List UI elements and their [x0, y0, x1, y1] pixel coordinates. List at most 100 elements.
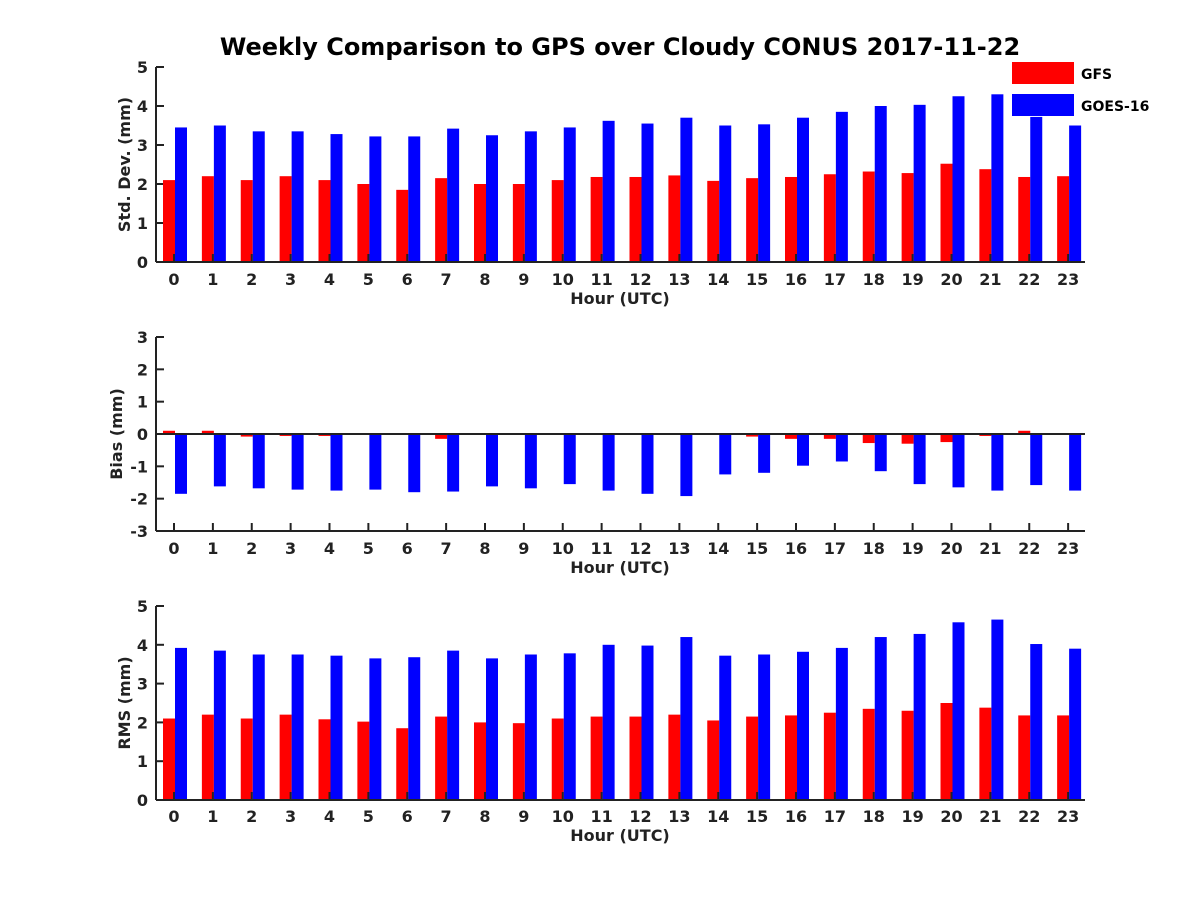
- bias-bar-goes16-17: [835, 434, 848, 462]
- std-dev-x-tick-label: 16: [785, 270, 807, 289]
- std-dev-y-tick-label: 4: [137, 97, 148, 116]
- std-dev-x-axis-label: Hour (UTC): [570, 289, 670, 308]
- rms-bar-goes16-22: [1030, 644, 1043, 800]
- std-dev-x-tick-label: 9: [518, 270, 529, 289]
- std-dev-bar-gfs-0: [163, 180, 175, 262]
- std-dev-y-tick-label: 3: [137, 136, 148, 155]
- std-dev-x-tick-label: 3: [285, 270, 296, 289]
- std-dev-bar-goes16-0: [175, 127, 187, 262]
- std-dev-bar-goes16-5: [369, 136, 382, 262]
- bias-x-tick-label: 4: [324, 539, 335, 558]
- bias-bar-goes16-16: [797, 434, 809, 466]
- bias-bar-goes16-0: [175, 434, 187, 494]
- bias-bar-goes16-15: [758, 434, 771, 473]
- bias-x-tick-label: 19: [901, 539, 923, 558]
- legend-label-gfs: GFS: [1081, 67, 1112, 83]
- std-dev-y-tick-label: 5: [137, 58, 148, 77]
- bias-bar-gfs-2: [240, 434, 253, 437]
- rms-bar-goes16-2: [252, 654, 265, 800]
- rms-bar-gfs-12: [629, 716, 642, 800]
- rms-x-tick-label: 16: [785, 807, 807, 826]
- rms-bar-gfs-20: [940, 703, 953, 800]
- std-dev-x-tick-label: 4: [324, 270, 335, 289]
- rms-y-axis-label: RMS (mm): [115, 656, 134, 749]
- rms-x-tick-label: 15: [746, 807, 768, 826]
- rms-bar-goes16-17: [835, 647, 848, 800]
- bias-bar-goes16-3: [291, 434, 304, 490]
- bias-x-tick-label: 0: [168, 539, 179, 558]
- bias-x-tick-label: 20: [940, 539, 962, 558]
- bias-x-tick-label: 5: [363, 539, 374, 558]
- bias-bar-gfs-16: [785, 434, 797, 439]
- bias-x-tick-label: 17: [824, 539, 846, 558]
- rms-bar-gfs-22: [1018, 715, 1031, 800]
- rms-y-tick-label: 3: [137, 675, 148, 694]
- rms-x-tick-label: 19: [901, 807, 923, 826]
- legend-swatch-gfs: [1012, 62, 1074, 84]
- std-dev-bar-gfs-6: [396, 189, 409, 262]
- std-dev-x-tick-label: 2: [246, 270, 257, 289]
- bias-x-tick-label: 18: [863, 539, 885, 558]
- rms-x-axis-label: Hour (UTC): [570, 826, 670, 845]
- std-dev-bar-goes16-19: [913, 104, 926, 262]
- bias-bar-gfs-22: [1018, 430, 1031, 434]
- std-dev-x-tick-label: 14: [707, 270, 729, 289]
- rms-x-tick-label: 3: [285, 807, 296, 826]
- rms-x-tick-label: 23: [1057, 807, 1079, 826]
- bias-x-tick-label: 23: [1057, 539, 1079, 558]
- bias-y-axis-label: Bias (mm): [107, 388, 126, 480]
- std-dev-bar-gfs-22: [1018, 176, 1031, 262]
- std-dev-x-tick-label: 13: [668, 270, 690, 289]
- rms-bar-gfs-5: [357, 721, 370, 800]
- rms-y-tick-label: 0: [137, 791, 148, 810]
- rms-bar-gfs-0: [163, 718, 175, 800]
- bias-bar-gfs-1: [201, 430, 214, 434]
- std-dev-bar-goes16-17: [835, 111, 848, 262]
- std-dev-x-tick-label: 15: [746, 270, 768, 289]
- rms-bar-goes16-4: [330, 655, 343, 800]
- rms-bar-goes16-21: [991, 619, 1004, 800]
- bias-bar-goes16-20: [952, 434, 965, 488]
- std-dev-bar-goes16-1: [213, 125, 226, 262]
- std-dev-bar-goes16-20: [952, 96, 965, 262]
- rms-bar-gfs-14: [707, 720, 720, 800]
- std-dev-bar-gfs-12: [629, 176, 642, 262]
- bias-x-tick-label: 7: [441, 539, 452, 558]
- std-dev-bar-gfs-9: [512, 184, 525, 262]
- bias-bar-goes16-10: [563, 434, 576, 485]
- std-dev-bar-goes16-13: [680, 117, 693, 262]
- rms-bar-gfs-13: [668, 714, 681, 800]
- std-dev-bar-gfs-10: [551, 180, 564, 262]
- std-dev-bar-goes16-10: [563, 127, 576, 262]
- rms-bar-goes16-3: [291, 654, 304, 800]
- rms-y-tick-label: 1: [137, 752, 148, 771]
- std-dev-bar-goes16-14: [719, 125, 732, 262]
- std-dev-bar-gfs-19: [901, 173, 914, 262]
- std-dev-x-tick-label: 7: [441, 270, 452, 289]
- std-dev-bar-goes16-23: [1069, 125, 1082, 262]
- std-dev-bar-goes16-4: [330, 134, 343, 262]
- std-dev-bar-gfs-13: [668, 175, 681, 262]
- bias-bar-gfs-17: [823, 434, 836, 439]
- bias-y-tick-label: -1: [130, 457, 148, 476]
- bias-bar-goes16-1: [213, 434, 226, 487]
- rms-bar-gfs-11: [590, 716, 603, 800]
- rms-bar-goes16-15: [758, 654, 771, 800]
- rms-bar-goes16-18: [874, 637, 887, 800]
- rms-bar-gfs-21: [979, 707, 992, 800]
- rms-x-tick-label: 6: [402, 807, 413, 826]
- rms-bar-goes16-0: [175, 647, 187, 800]
- std-dev-bar-goes16-18: [874, 106, 887, 262]
- std-dev-bar-gfs-7: [435, 178, 448, 262]
- std-dev-x-tick-label: 23: [1057, 270, 1079, 289]
- rms-x-tick-label: 0: [168, 807, 179, 826]
- std-dev-bar-gfs-23: [1057, 176, 1070, 262]
- rms-bar-goes16-13: [680, 637, 693, 800]
- std-dev-y-tick-label: 2: [137, 175, 148, 194]
- std-dev-x-tick-label: 10: [552, 270, 574, 289]
- rms-bar-gfs-1: [201, 714, 214, 800]
- rms-bar-goes16-10: [563, 653, 576, 800]
- rms-x-tick-label: 2: [246, 807, 257, 826]
